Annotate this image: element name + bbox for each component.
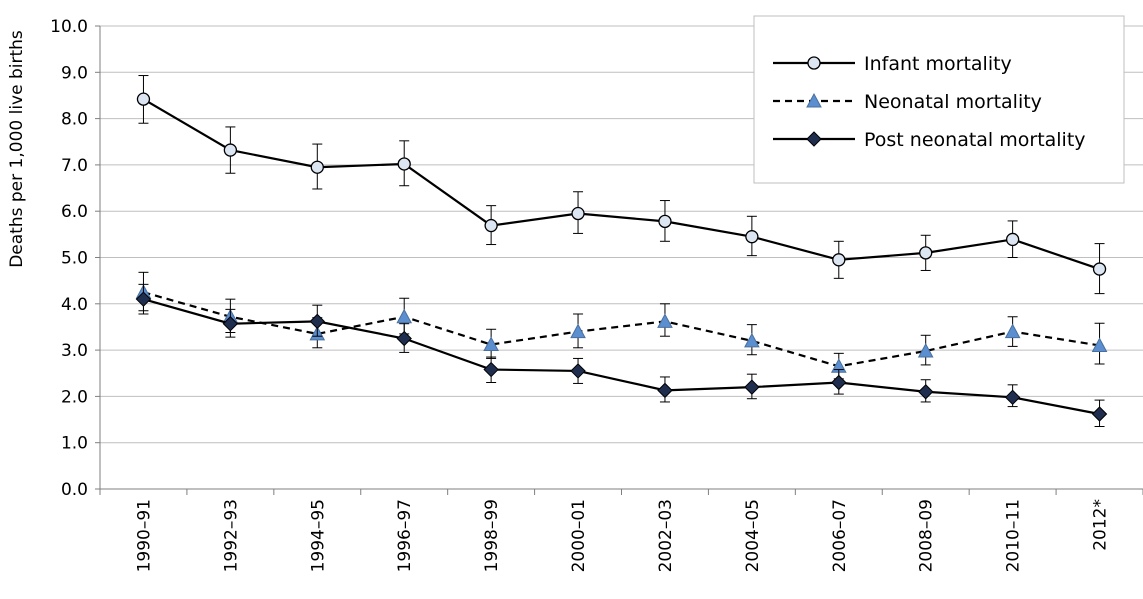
data-point-infant	[136, 92, 151, 106]
series-line-post-neonatal	[143, 298, 1100, 416]
legend: Infant mortality Neonatal mortality Post n…	[753, 15, 1125, 184]
y-tick-label: 9.0	[61, 63, 88, 83]
x-tick-label: 2012*	[1091, 499, 1111, 551]
data-point-neonatal	[570, 323, 586, 339]
x-tick-label: 1990–91	[134, 499, 154, 572]
x-tick-label: 2002–03	[656, 499, 676, 572]
y-tick-labels: 0.0 1.0 2.0 3.0 4.0 5.0 6.0 7.0 8.0 9.0 10.0	[50, 17, 88, 500]
series-line-infant	[142, 98, 1100, 271]
x-tick-labels: 1990–91 1992–93 1994–95 1996–97 1998–99 2000–…	[134, 499, 1110, 572]
legend-marker-infant	[807, 56, 821, 70]
y-tick-label: 5.0	[61, 249, 88, 269]
data-point-post-neonatal	[1004, 389, 1021, 406]
data-point-infant	[571, 206, 585, 221]
y-tick-label: 4.0	[61, 295, 88, 315]
x-tick-label: 1992–93	[221, 499, 241, 572]
x-tick-label: 2004–05	[743, 499, 763, 572]
data-point-infant	[310, 160, 324, 174]
y-tick-label: 1.0	[61, 434, 88, 454]
plot-area	[135, 75, 1108, 427]
x-tick-label: 2006–07	[830, 499, 850, 572]
legend-label-infant: Infant mortality	[864, 53, 1012, 75]
data-point-post-neonatal	[396, 330, 412, 347]
data-point-post-neonatal	[222, 316, 239, 332]
data-point-neonatal	[1091, 337, 1108, 352]
axes	[95, 25, 1143, 495]
data-point-post-neonatal	[570, 363, 586, 379]
series-post-neonatal	[135, 283, 1108, 427]
data-point-neonatal	[483, 336, 499, 352]
y-tick-label: 2.0	[61, 387, 88, 407]
legend-marker-post-neonatal	[806, 131, 822, 147]
y-tick-label: 8.0	[61, 110, 88, 130]
y-axis-label: Deaths per 1,000 live births	[7, 30, 27, 268]
x-tick-label: 1994–95	[308, 499, 328, 572]
legend-marker-neonatal	[806, 92, 822, 108]
legend-label-neonatal: Neonatal mortality	[864, 91, 1042, 113]
data-point-neonatal	[744, 332, 760, 348]
legend-label-post-neonatal: Post neonatal mortality	[864, 129, 1086, 151]
series-line-neonatal	[143, 291, 1100, 368]
data-point-post-neonatal	[135, 291, 152, 307]
x-tick-label: 1996–97	[395, 499, 415, 572]
data-point-post-neonatal	[657, 382, 673, 399]
data-point-post-neonatal	[309, 313, 325, 330]
data-point-post-neonatal	[1091, 406, 1108, 422]
data-point-post-neonatal	[744, 379, 760, 395]
data-point-neonatal	[917, 342, 934, 358]
data-point-infant	[919, 246, 933, 260]
data-point-infant	[745, 230, 759, 244]
series-neonatal	[135, 271, 1108, 380]
data-point-infant	[1092, 262, 1107, 276]
y-tick-label: 10.0	[50, 17, 88, 37]
data-point-neonatal	[657, 313, 673, 328]
data-point-post-neonatal	[918, 384, 934, 400]
series-infant	[136, 75, 1107, 295]
data-point-infant	[658, 214, 672, 229]
x-tick-label: 2010–11	[1004, 499, 1024, 572]
y-tick-label: 7.0	[61, 156, 88, 176]
data-point-infant	[484, 218, 498, 233]
x-tick-label: 1998–99	[482, 499, 502, 572]
data-point-infant	[832, 253, 846, 267]
x-tick-label: 2008–09	[917, 499, 937, 572]
data-point-infant	[223, 143, 238, 157]
data-point-infant	[1005, 232, 1020, 247]
x-tick-label: 2000–01	[569, 499, 589, 572]
y-tick-label: 3.0	[61, 341, 88, 361]
data-point-post-neonatal	[483, 361, 499, 378]
data-point-neonatal	[1004, 323, 1021, 339]
y-tick-label: 6.0	[61, 202, 88, 222]
data-point-neonatal	[396, 308, 413, 324]
data-point-post-neonatal	[831, 374, 847, 391]
y-tick-label: 0.0	[61, 480, 88, 500]
data-point-infant	[397, 157, 411, 171]
